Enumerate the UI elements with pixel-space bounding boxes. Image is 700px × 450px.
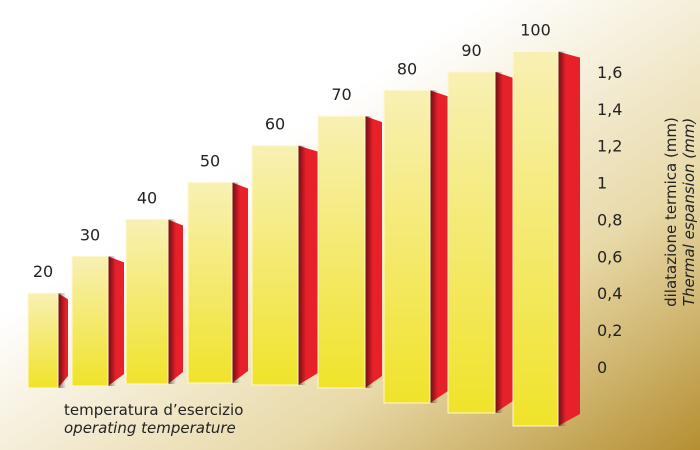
- bar-shadow: [365, 116, 373, 389]
- bar-shadow: [495, 71, 503, 413]
- y-tick-label: 0,6: [597, 247, 622, 266]
- x-title: operating temperature: [64, 419, 236, 437]
- y-tick-label: 1,4: [597, 100, 622, 119]
- bar: [125, 218, 169, 385]
- bar: [27, 292, 59, 389]
- y-tick-label: 1,2: [597, 137, 622, 156]
- x-title: temperatura d’esercizio: [64, 401, 243, 419]
- category-label: 20: [33, 262, 53, 281]
- bar-shadow: [168, 219, 176, 384]
- bar-shadow: [298, 145, 306, 385]
- y-title: dilatazione termica (mm): [662, 117, 680, 307]
- category-label: 80: [397, 59, 417, 78]
- bar-shadow: [430, 90, 438, 403]
- y-tick-label: 0,2: [597, 321, 622, 340]
- category-label: 100: [520, 21, 551, 40]
- bar: [447, 71, 496, 414]
- y-tick-label: 0: [597, 358, 607, 377]
- bar: [512, 51, 559, 427]
- category-label: 70: [331, 85, 351, 104]
- category-label: 40: [137, 188, 157, 207]
- bar: [71, 255, 109, 387]
- y-tick-label: 1,6: [597, 63, 622, 82]
- bar-shadow: [108, 256, 116, 386]
- category-label: 90: [461, 41, 481, 60]
- y-title: Thermal espansion (mm): [680, 118, 698, 306]
- y-tick-label: 0,8: [597, 210, 622, 229]
- y-tick-label: 0,4: [597, 284, 622, 303]
- bar-shadow: [232, 182, 240, 383]
- bar: [251, 145, 299, 386]
- bar-shadow: [58, 293, 66, 388]
- y-tick-label: 1: [597, 174, 607, 193]
- bar: [187, 182, 233, 384]
- bar: [383, 89, 431, 404]
- category-label: 60: [265, 115, 285, 134]
- category-label: 30: [80, 225, 100, 244]
- bar: [317, 115, 366, 389]
- category-label: 50: [200, 152, 220, 171]
- bar-shadow: [558, 51, 566, 426]
